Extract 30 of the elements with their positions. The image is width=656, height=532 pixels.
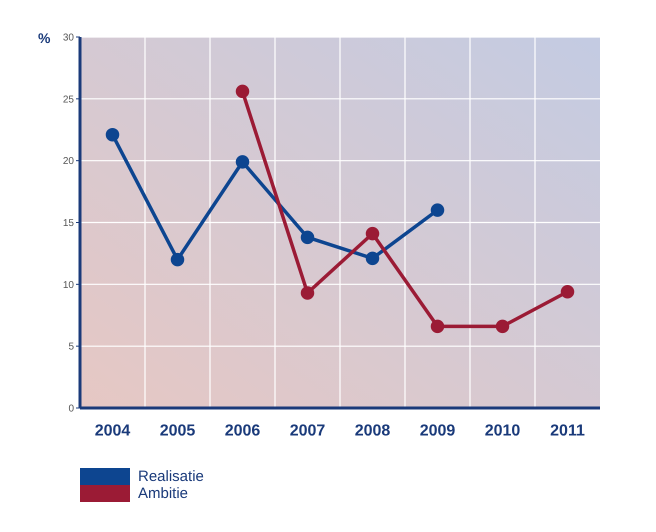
point	[106, 128, 120, 142]
y-tick-label: 30	[62, 32, 74, 44]
x-tick-label: 2007	[290, 422, 326, 440]
x-tick-label: 2010	[484, 422, 520, 440]
x-tick-label: 2011	[550, 422, 585, 440]
point	[560, 285, 574, 299]
legend-label: Realisatie	[138, 468, 204, 485]
y-axis-title: %	[38, 30, 50, 46]
point	[430, 320, 444, 334]
point	[366, 252, 380, 266]
point	[366, 226, 380, 240]
point	[300, 286, 314, 300]
x-tick-label: 2006	[224, 422, 260, 440]
x-tick-label: 2004	[94, 422, 130, 440]
point	[300, 230, 314, 244]
point	[236, 155, 250, 169]
x-tick-label: 2009	[420, 422, 456, 440]
y-tick-label: 25	[62, 94, 74, 106]
x-tick-label: 2005	[160, 422, 196, 440]
point	[496, 320, 510, 334]
legend-label: Ambitie	[138, 485, 188, 502]
x-tick-label: 2008	[354, 422, 390, 440]
y-tick-label: 0	[68, 404, 74, 415]
y-tick-label: 10	[62, 280, 74, 291]
y-tick-label: 15	[62, 218, 74, 230]
y-tick-label: 5	[68, 342, 74, 353]
point	[430, 203, 444, 217]
point	[170, 252, 184, 266]
y-tick-label: 20	[62, 156, 74, 168]
point	[236, 84, 250, 98]
